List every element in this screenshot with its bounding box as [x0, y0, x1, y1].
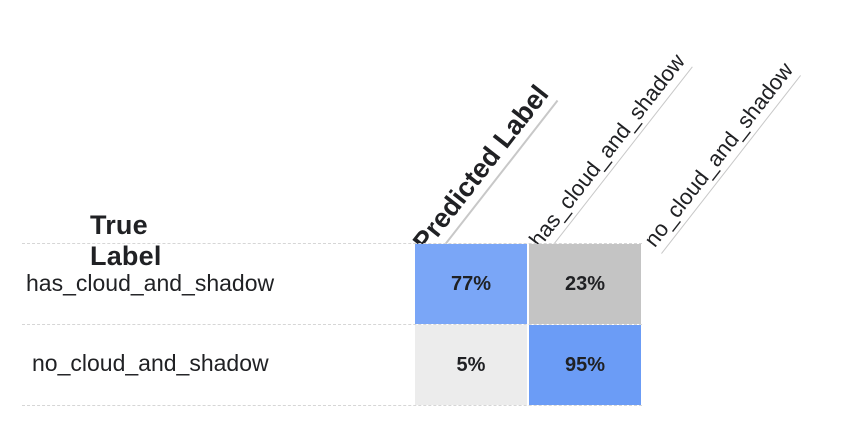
row-label-0: has_cloud_and_shadow [26, 270, 275, 296]
grid-line-middle [22, 324, 642, 325]
cell-0-0: 77% [415, 244, 527, 324]
cell-value-0-0: 77% [450, 272, 492, 295]
row-axis-label: True Label [90, 210, 162, 271]
cell-value-1-1: 95% [564, 353, 606, 376]
grid-line-top [22, 243, 642, 244]
cell-0-1: 23% [529, 244, 641, 324]
row-label-1: no_cloud_and_shadow [32, 350, 269, 376]
cell-value-1-0: 5% [456, 353, 486, 376]
cell-1-0: 5% [415, 325, 527, 405]
grid-line-bottom [22, 405, 642, 406]
cell-1-1: 95% [529, 325, 641, 405]
cell-value-0-1: 23% [564, 272, 606, 295]
